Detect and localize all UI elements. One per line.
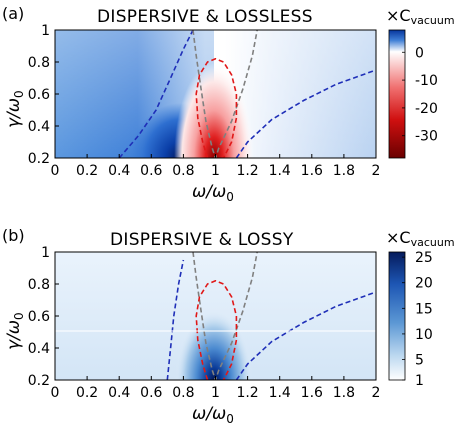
y-tick-label: 0.4 [28,119,50,135]
colorbar-tick-label: 1 [415,373,424,389]
panel-b-colorbar-label: ×Cvacuum [386,228,455,249]
panel-b-contours [166,252,376,380]
panel-a-contours [118,30,376,158]
colorbar-tick-label: 15 [415,301,433,317]
panel-a-ticks: 0 0.2 0.4 0.6 0.8 1 1.2 1.4 1.6 1.8 20.20.40.60.81 [28,23,381,179]
x-tick-label: 0.8 [172,163,194,179]
panel-b-colorbar: 25 20 15 10 5 1 ×Cvacuum [386,228,455,389]
x-tick-label: 1.2 [236,385,258,401]
y-tick-label: 1 [41,245,50,261]
panel-a: 0 0.2 0.4 0.6 0.8 1 1.2 1.4 1.6 1.8 20.20.40.60.81… [2,4,455,204]
contour-line [118,30,194,158]
panel-a-label: (a) [2,4,24,23]
panel-b-label: (b) [2,226,25,245]
colorbar-tick-label: 10 [415,327,433,343]
x-tick-label: 0.8 [172,385,194,401]
colorbar-tick-label: 25 [415,250,433,266]
x-tick-label: 1.6 [301,385,323,401]
contour-line [195,58,238,158]
y-tick-label: 0.6 [28,87,50,103]
panel-b-ylabel: γ/ω0 [4,312,26,350]
colorbar-tick-label: 0 [415,45,424,61]
y-tick-label: 0.8 [28,277,50,293]
contour-line [235,69,376,158]
x-tick-label: 0.6 [140,385,162,401]
panel-b-heatmap [55,252,376,380]
x-tick-label: 1.4 [269,163,291,179]
panel-b-colorbar-ticks: 25 20 15 10 5 1 [402,250,433,389]
x-tick-label: 0 [51,385,60,401]
y-tick-label: 1 [41,23,50,39]
colorbar-tick-label: -20 [415,101,438,117]
panel-a-ylabel: γ/ω0 [4,90,26,128]
x-tick-label: 1 [211,163,220,179]
contour-line [166,259,185,380]
colorbar-tick-label: 20 [415,276,433,292]
x-tick-label: 2 [372,163,381,179]
x-tick-label: 1.8 [333,385,355,401]
y-tick-label: 0.2 [28,373,50,389]
colorbar-tick-label: 5 [415,353,424,369]
colorbar-tick-label: -30 [415,129,438,145]
y-tick-label: 0.4 [28,341,50,357]
x-tick-label: 0.6 [140,163,162,179]
x-tick-label: 0.2 [76,385,98,401]
panel-a-heatmap [55,30,376,158]
x-tick-label: 0 [51,163,60,179]
contour-line [195,280,238,380]
x-tick-label: 0.2 [76,163,98,179]
y-tick-label: 0.2 [28,151,50,167]
panel-a-colorbar-ticks: 0 -10 -20 -30 [402,45,438,145]
y-tick-label: 0.6 [28,309,50,325]
panel-a-xlabel: ω/ω0 [192,182,234,204]
panel-b-xlabel: ω/ω0 [192,404,234,426]
x-tick-label: 2 [372,385,381,401]
x-tick-label: 0.4 [108,385,130,401]
x-tick-label: 1.6 [301,163,323,179]
panel-a-colorbar: 0 -10 -20 -30 ×Cvacuum [386,6,455,159]
x-tick-label: 1.4 [269,385,291,401]
panel-a-title: DISPERSIVE & LOSSLESS [97,7,313,27]
panel-b: 0 0.2 0.4 0.6 0.8 1 1.2 1.4 1.6 1.8 20.20.40.60.81… [2,226,455,426]
panel-b-title: DISPERSIVE & LOSSY [110,230,294,250]
panel-b-ticks: 0 0.2 0.4 0.6 0.8 1 1.2 1.4 1.6 1.8 20.20.40.60.81 [28,245,381,401]
x-tick-label: 0.4 [108,163,130,179]
panel-a-colorbar-label: ×Cvacuum [386,6,455,27]
x-tick-label: 1.2 [236,163,258,179]
x-tick-label: 1.8 [333,163,355,179]
contour-line [235,291,376,380]
x-tick-label: 1 [211,385,220,401]
colorbar-tick-label: -10 [415,73,438,89]
y-tick-label: 0.8 [28,55,50,71]
